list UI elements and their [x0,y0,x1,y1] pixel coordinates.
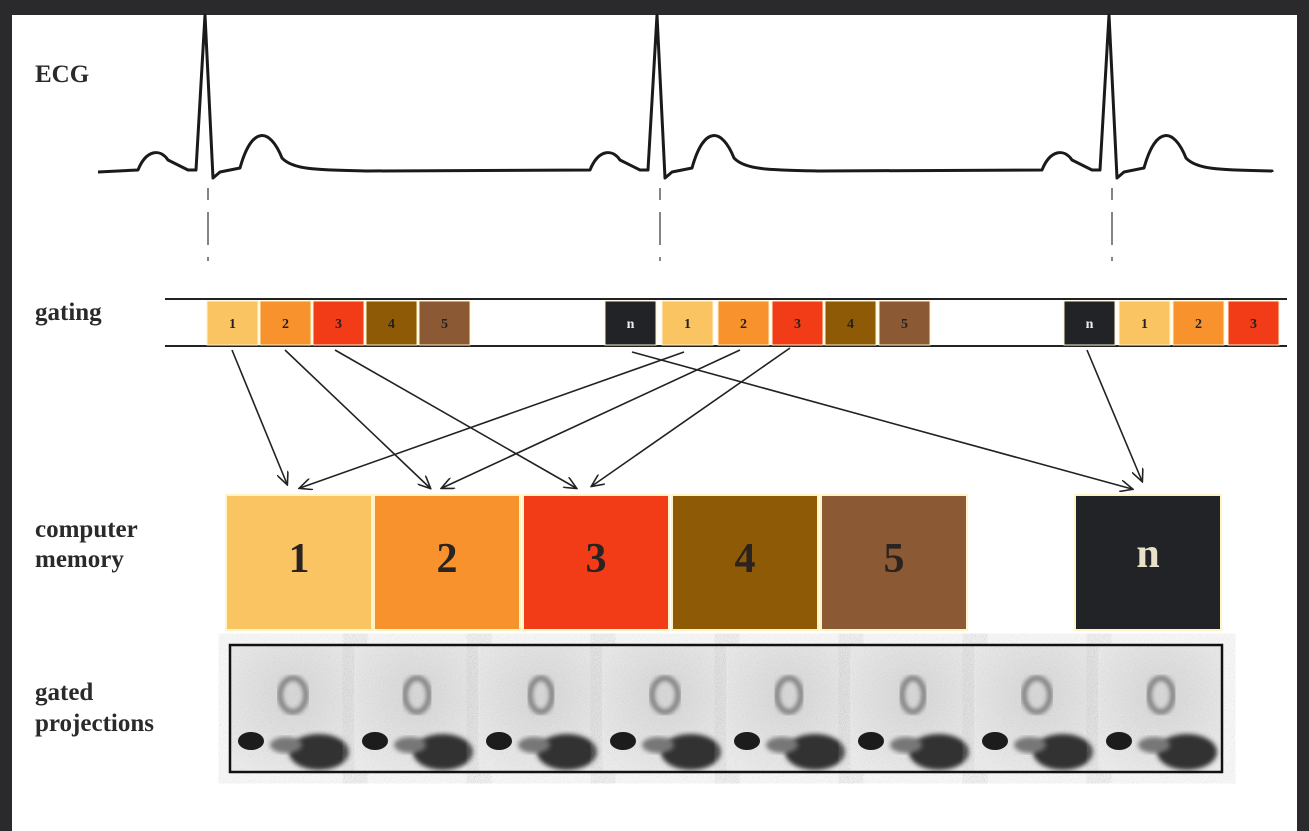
gating-cell-label: 5 [441,317,448,332]
ecg-label: ECG [35,61,89,88]
projection-shadow [1014,737,1046,753]
gating-label: gating [35,299,102,326]
memory-cell-label: 2 [437,536,458,582]
gating-cell-label: n [1086,317,1094,332]
projection-blob [610,732,636,750]
projection-shadow [289,734,349,770]
projection-shadow [413,734,473,770]
projection-blob [858,732,884,750]
gating-cell-label: 1 [1141,317,1148,332]
projection-shadow [270,737,302,753]
projection-blob [238,732,264,750]
memory-cell-label: n [1136,531,1159,577]
gating-cell-label: 3 [335,317,342,332]
gating-cell-label: 1 [684,317,691,332]
projection-blob [362,732,388,750]
memory-cell-label: 5 [884,536,905,582]
gating-cell-label: 2 [1195,317,1202,332]
memory-label: computer [35,516,138,543]
gating-cell-label: 4 [388,317,395,332]
memory-cell-label: 1 [289,536,310,582]
projection-shadow [537,734,597,770]
projection-shadow [642,737,674,753]
projection-shadow [1138,737,1170,753]
memory-cell-label: 3 [586,536,607,582]
gating-cell-label: n [627,317,635,332]
projection-shadow [909,734,969,770]
gating-cell-label: 3 [1250,317,1257,332]
projection-shadow [890,737,922,753]
gating-cell-label: 1 [229,317,236,332]
projection-shadow [661,734,721,770]
projection-blob [486,732,512,750]
projection-shadow [1157,734,1217,770]
diagram: ECG gating computer memory gated project… [0,0,1309,831]
projection-shadow [766,737,798,753]
projection-blob [1106,732,1132,750]
gating-cell-label: 5 [901,317,908,332]
memory-cell-label: 4 [735,536,756,582]
projections-label: gated [35,679,93,706]
projection-shadow [518,737,550,753]
gating-cell-label: 2 [282,317,289,332]
projections [231,646,1223,771]
projection-shadow [394,737,426,753]
projection-shadow [785,734,845,770]
projection-blob [734,732,760,750]
projection-shadow [1033,734,1093,770]
projection-blob [982,732,1008,750]
gating-cell-label: 2 [740,317,747,332]
memory-label: memory [35,546,124,573]
gating-cell-label: 3 [794,317,801,332]
gating-cell-label: 4 [847,317,854,332]
projections-label: projections [35,710,154,737]
